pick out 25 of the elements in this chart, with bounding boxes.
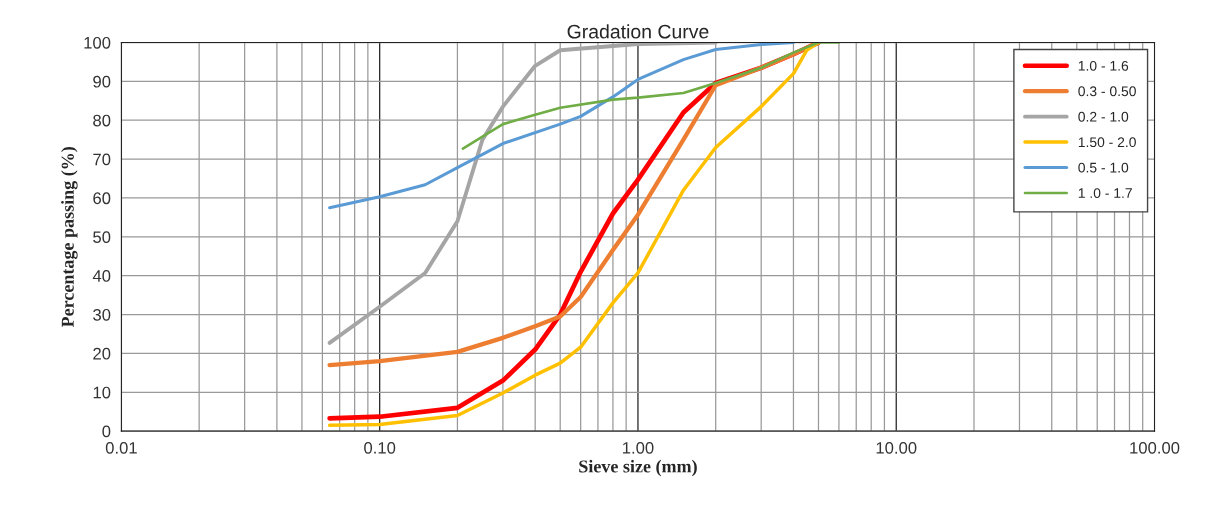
y-tick-label: 0 — [102, 425, 111, 438]
legend-label: 1.50 - 2.0 — [1078, 137, 1136, 148]
x-axis-title: Sieve size (mm) — [579, 459, 697, 477]
legend-label: 0.2 - 1.0 — [1078, 111, 1129, 122]
legend-label: 0.5 - 1.0 — [1078, 162, 1129, 173]
x-tick-label: 0.10 — [364, 441, 396, 454]
legend-label: 1 .0 - 1.7 — [1078, 188, 1132, 198]
y-tick-label: 50 — [93, 231, 111, 244]
x-tick-label: 10.00 — [876, 441, 917, 454]
y-tick-label: 70 — [93, 153, 111, 166]
x-tick-label: 0.01 — [105, 441, 137, 454]
legend-label: 1.0 - 1.6 — [1078, 60, 1129, 71]
y-axis-title: Percentage passing (%) — [61, 147, 78, 328]
legend-label: 0.3 - 0.50 — [1078, 86, 1136, 97]
y-tick-label: 80 — [93, 114, 111, 127]
x-tick-label: 1.00 — [623, 441, 654, 454]
y-tick-label: 40 — [92, 270, 111, 282]
x-tick-label: 100.00 — [1130, 441, 1180, 454]
y-tick-label: 20 — [93, 347, 111, 360]
chart-title: Gradation Curve — [567, 24, 709, 39]
y-tick-label: 30 — [93, 308, 111, 321]
y-tick-label: 60 — [93, 192, 111, 205]
y-tick-label: 90 — [93, 75, 111, 88]
y-tick-label: 100 — [84, 36, 111, 49]
y-tick-label: 10 — [93, 386, 111, 399]
